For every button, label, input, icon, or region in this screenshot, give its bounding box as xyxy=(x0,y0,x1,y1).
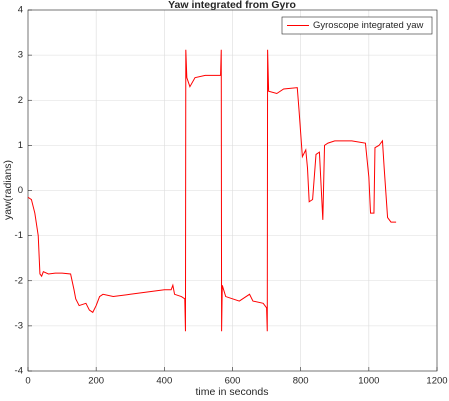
y-tick-label: 4 xyxy=(18,5,23,16)
data-line xyxy=(27,49,397,332)
y-tick-label: -1 xyxy=(15,230,23,241)
x-tick-label: 1200 xyxy=(426,376,447,387)
x-tick-label: 800 xyxy=(293,376,309,387)
y-tick-label: 2 xyxy=(18,95,23,106)
x-tick-label: 600 xyxy=(225,376,241,387)
x-tick-label: 200 xyxy=(88,376,104,387)
x-axis-label: time in seconds xyxy=(196,386,269,398)
y-axis-label: yaw(radians) xyxy=(2,160,14,220)
x-tick-label: 1000 xyxy=(358,376,379,387)
legend-label: Gyroscope integrated yaw xyxy=(313,20,424,31)
y-tick-label: -2 xyxy=(15,275,23,286)
legend-box xyxy=(281,16,433,35)
chart-title: Yaw integrated from Gyro xyxy=(168,0,296,11)
plot-frame xyxy=(27,9,438,372)
y-tick-label: 0 xyxy=(18,185,23,196)
x-tick-label: 400 xyxy=(156,376,172,387)
y-tick-label: -4 xyxy=(15,366,23,377)
y-tick-label: -3 xyxy=(15,320,23,331)
x-tick-label: 0 xyxy=(25,376,30,387)
y-tick-label: 3 xyxy=(18,50,23,61)
y-tick-label: 1 xyxy=(18,140,23,151)
